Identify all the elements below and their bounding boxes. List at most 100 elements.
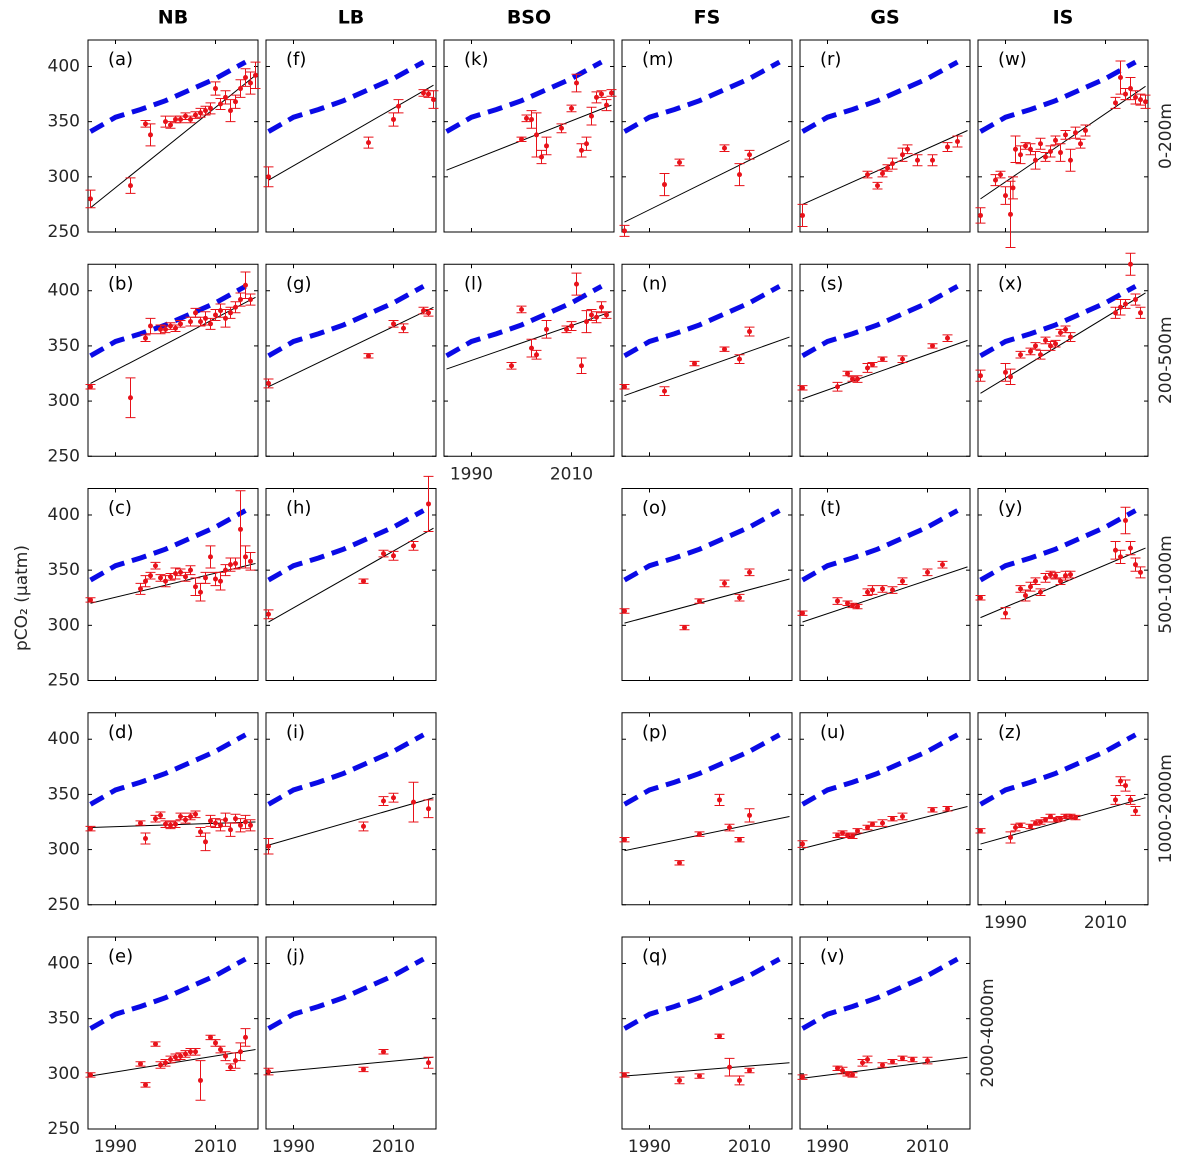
atmosphere-line bbox=[267, 508, 425, 583]
data-point bbox=[1073, 815, 1078, 821]
data-point bbox=[193, 310, 198, 316]
data-point bbox=[426, 501, 431, 507]
x-tick-label: 1990 bbox=[272, 1137, 315, 1157]
data-point bbox=[569, 105, 574, 111]
data-point bbox=[173, 821, 178, 827]
data-point bbox=[1008, 374, 1013, 380]
data-point bbox=[1063, 326, 1068, 332]
data-point bbox=[1010, 185, 1016, 191]
panel-label: (l) bbox=[464, 273, 483, 294]
data-point bbox=[662, 388, 667, 394]
data-point bbox=[168, 323, 173, 329]
data-point bbox=[173, 570, 178, 576]
data-point bbox=[1048, 813, 1053, 819]
atmosphere-line bbox=[801, 508, 959, 583]
data-point bbox=[203, 575, 208, 581]
data-point bbox=[697, 1073, 702, 1079]
data-point bbox=[213, 576, 218, 582]
data-point bbox=[905, 146, 910, 152]
data-point bbox=[509, 363, 514, 369]
trend-line bbox=[802, 566, 968, 623]
data-point bbox=[1038, 352, 1043, 358]
trend-line bbox=[980, 547, 1146, 619]
data-point bbox=[223, 94, 228, 100]
data-point bbox=[183, 1051, 188, 1057]
trend-line bbox=[446, 104, 612, 171]
data-point bbox=[865, 589, 870, 595]
data-point bbox=[238, 822, 243, 828]
data-point bbox=[1133, 297, 1138, 303]
data-point bbox=[800, 385, 805, 391]
data-point bbox=[697, 831, 702, 837]
data-point bbox=[544, 326, 549, 332]
data-point bbox=[193, 1049, 198, 1055]
data-point bbox=[168, 822, 173, 828]
data-point bbox=[248, 297, 253, 303]
data-point bbox=[213, 86, 218, 92]
data-point bbox=[1033, 157, 1038, 163]
data-point bbox=[915, 157, 920, 163]
data-point bbox=[835, 384, 840, 390]
data-point bbox=[198, 1077, 203, 1083]
data-point bbox=[747, 152, 752, 158]
data-point bbox=[1118, 778, 1123, 784]
data-point bbox=[173, 116, 178, 122]
data-point bbox=[910, 1056, 915, 1062]
data-point bbox=[737, 356, 742, 362]
data-point bbox=[880, 171, 885, 177]
data-point bbox=[940, 562, 945, 568]
data-point bbox=[1028, 584, 1033, 590]
data-point bbox=[1043, 337, 1048, 343]
atmosphere-line bbox=[801, 732, 959, 807]
data-point bbox=[1008, 211, 1013, 217]
data-point bbox=[248, 80, 253, 86]
data-point bbox=[1128, 797, 1133, 803]
atmosphere-line bbox=[801, 59, 959, 134]
y-tick-label: 400 bbox=[48, 281, 80, 301]
data-point bbox=[697, 598, 702, 604]
data-point bbox=[426, 91, 431, 97]
data-point bbox=[727, 825, 732, 831]
data-point bbox=[945, 144, 950, 150]
y-tick-label: 250 bbox=[48, 222, 80, 242]
data-point bbox=[1138, 569, 1143, 575]
data-point bbox=[1038, 141, 1043, 147]
trend-line bbox=[980, 292, 1146, 394]
atmosphere-line bbox=[89, 732, 247, 807]
y-tick-label: 350 bbox=[48, 336, 80, 356]
data-point bbox=[138, 820, 143, 826]
data-point bbox=[203, 839, 208, 845]
data-point bbox=[865, 172, 870, 178]
data-point bbox=[1128, 261, 1133, 267]
data-point bbox=[1023, 593, 1028, 599]
data-point bbox=[233, 561, 238, 567]
data-point bbox=[900, 1055, 905, 1061]
data-point bbox=[228, 108, 233, 114]
data-point bbox=[662, 182, 667, 188]
data-point bbox=[1018, 352, 1023, 358]
data-point bbox=[213, 1040, 218, 1046]
data-point bbox=[717, 1033, 722, 1039]
data-point bbox=[1063, 813, 1068, 819]
data-point bbox=[188, 1049, 193, 1055]
data-point bbox=[238, 526, 243, 532]
data-point bbox=[153, 1041, 158, 1047]
trend-line bbox=[268, 306, 434, 388]
data-point bbox=[890, 587, 895, 593]
data-point bbox=[391, 116, 396, 122]
data-point bbox=[1003, 369, 1008, 375]
y-tick-label: 400 bbox=[48, 953, 80, 973]
panel-label: (j) bbox=[286, 946, 305, 967]
data-point bbox=[148, 132, 153, 138]
y-tick-label: 350 bbox=[48, 784, 80, 804]
data-point bbox=[589, 312, 594, 318]
data-point bbox=[885, 165, 890, 171]
data-point bbox=[737, 1077, 742, 1083]
data-point bbox=[622, 228, 627, 234]
x-tick-label: 2010 bbox=[550, 464, 593, 484]
data-point bbox=[845, 832, 850, 838]
data-point bbox=[524, 115, 529, 121]
data-point bbox=[88, 384, 93, 390]
data-point bbox=[800, 212, 805, 218]
